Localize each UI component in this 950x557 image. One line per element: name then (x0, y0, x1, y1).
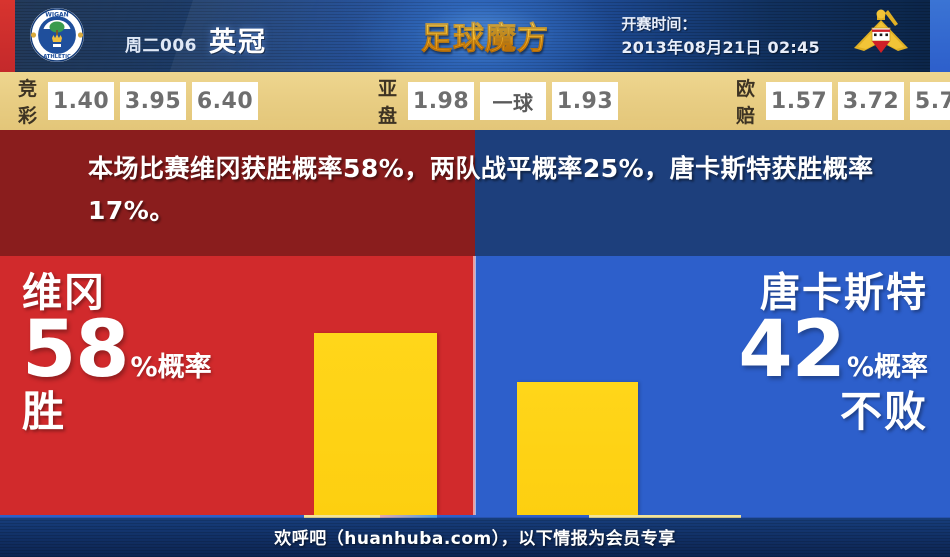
chart-bar-home (314, 333, 437, 515)
odds-value-cell[interactable]: 6.40 (192, 82, 259, 120)
away-probability-row: 42 %概率 (738, 305, 928, 396)
summary-left-backdrop (0, 130, 475, 256)
svg-text:ATHLETIC: ATHLETIC (43, 54, 71, 60)
svg-text:WIGAN: WIGAN (45, 12, 68, 19)
league-name: 英冠 (209, 27, 267, 58)
home-team-stats: 维冈 58 %概率 胜 (22, 270, 212, 437)
odds-value-cell[interactable]: 3.95 (120, 82, 187, 120)
match-round-label: 周二006 (125, 36, 197, 56)
away-probability-value: 42 (738, 305, 846, 396)
header-right-accent-strip (930, 0, 950, 72)
footer-promo-text: 欢呼吧（huanhuba.com），以下情报为会员专享 (274, 528, 676, 549)
brand-logo-text: 足球魔方 (421, 13, 549, 58)
probability-bar-chart: 维冈 58 %概率 胜 唐卡斯特 42 %概率 不败 (0, 256, 950, 515)
summary-right-backdrop (475, 130, 950, 256)
odds-value-cell[interactable]: 5.71 (910, 82, 950, 120)
away-team-name: 唐卡斯特 (760, 270, 928, 316)
summary-band: 本场比赛维冈获胜概率58%，两队战平概率25%，唐卡斯特获胜概率17%。 (0, 130, 950, 256)
away-team-stats: 唐卡斯特 42 %概率 不败 (738, 270, 928, 437)
brand-logo[interactable]: 足球魔方 (355, 0, 615, 72)
chart-bar-away (517, 382, 638, 515)
odds-handicap-cell[interactable]: 一球 (480, 82, 547, 120)
kickoff-time: 2013年08月21日 02:45 (621, 37, 820, 57)
home-outcome-label: 胜 (22, 387, 67, 437)
home-probability-value: 58 (22, 305, 130, 396)
odds-group-label: 亚盘 (378, 78, 399, 127)
away-probability-suffix: %概率 (846, 352, 928, 384)
home-team-name: 维冈 (22, 270, 106, 316)
header-left-accent-strip (0, 0, 15, 72)
odds-value-cell[interactable]: 3.72 (838, 82, 905, 120)
odds-group-yapan: 亚盘 1.98 一球 1.93 (378, 74, 619, 128)
footer-top-accent-line (0, 515, 950, 518)
odds-bar: 竞彩 1.40 3.95 6.40 亚盘 1.98 一球 1.93 欧赔 1.5… (0, 72, 950, 130)
match-title: 周二006 英冠 (125, 20, 267, 59)
odds-group-jingcai: 竞彩 1.40 3.95 6.40 (18, 74, 259, 128)
kickoff-label: 开赛时间： (621, 15, 697, 33)
odds-group-label: 竞彩 (18, 78, 39, 127)
footer-bar: 欢呼吧（huanhuba.com），以下情报为会员专享 (0, 515, 950, 557)
odds-value-cell[interactable]: 1.57 (766, 82, 833, 120)
wigan-athletic-crest-icon: WIGAN ATHLETIC (28, 6, 86, 64)
odds-group-label: 欧赔 (736, 78, 757, 127)
header-bar: WIGAN ATHLETIC 周二006 英冠 足球魔方 开赛时间： 2013年… (0, 0, 950, 72)
probability-summary-text: 本场比赛维冈获胜概率58%，两队战平概率25%，唐卡斯特获胜概率17%。 (88, 154, 874, 225)
home-probability-suffix: %概率 (130, 352, 212, 384)
odds-value-cell[interactable]: 1.40 (48, 82, 115, 120)
chart-center-divider (473, 256, 476, 515)
odds-value-cell[interactable]: 1.98 (408, 82, 475, 120)
away-outcome-label: 不败 (839, 387, 928, 437)
kickoff-info: 开赛时间： 2013年08月21日 02:45 (621, 14, 820, 59)
home-probability-row: 58 %概率 (22, 305, 212, 396)
doncaster-rovers-crest-icon (850, 8, 912, 64)
odds-value-cell[interactable]: 1.93 (552, 82, 619, 120)
odds-group-oupei: 欧赔 1.57 3.72 5.71 (736, 74, 950, 128)
